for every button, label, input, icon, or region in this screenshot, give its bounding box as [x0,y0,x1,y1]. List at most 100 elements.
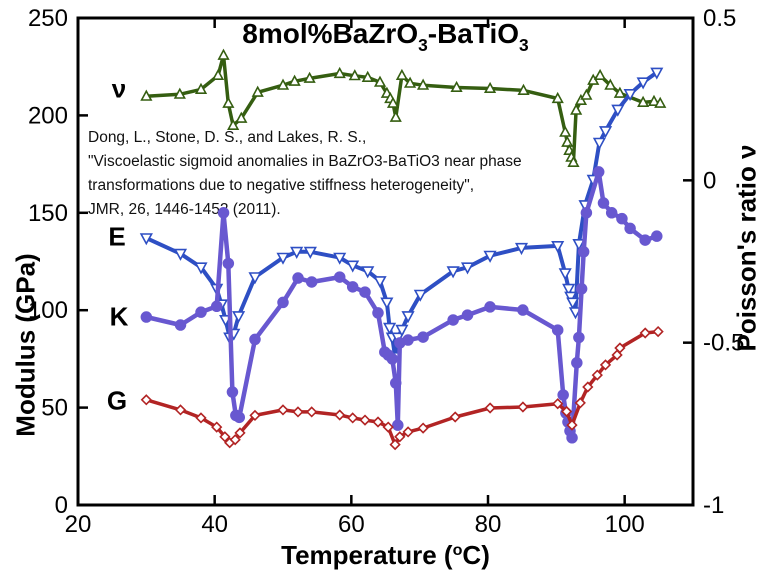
series-marker-G [234,427,246,439]
series-marker-G [652,325,664,338]
series-marker-K [557,389,569,401]
series-marker-E [562,283,576,296]
series-marker-K [562,416,574,428]
series-marker-nu [551,91,564,104]
series-marker-nu [517,83,530,95]
label-segment: 3 [519,34,529,55]
series-marker-K [605,207,618,219]
series-marker-E [361,266,375,279]
series-marker-E [395,324,409,337]
series-marker-G [566,419,578,431]
series-marker-E [611,104,625,117]
citation-text: Dong, L., Stone, D. S., and Lakes, R. S.… [88,126,578,222]
series-marker-E [572,239,586,252]
series-marker-K [560,407,572,419]
series-marker-E [592,137,606,150]
series-marker-K [624,222,636,235]
series-marker-nu [384,91,397,104]
series-marker-E [290,246,304,259]
series-marker-G [277,404,289,416]
x-tick-label: 20 [65,511,92,538]
series-marker-E [276,252,290,265]
series-marker-G [195,412,207,424]
series-marker-E [333,252,347,265]
series-marker-K [210,300,223,313]
series-marker-K [346,281,359,293]
series-marker-nu [251,85,264,97]
x-tick-label: 80 [475,511,502,538]
series-marker-G [639,327,651,339]
series-label-E: E [108,221,126,252]
series-marker-K [575,283,588,295]
citation-line: transformations due to negative stiffnes… [88,177,475,194]
series-marker-K [394,337,406,349]
series-marker-G [402,426,414,438]
series-marker-G [517,401,529,413]
series-marker-nu [194,82,208,94]
series-marker-K [571,357,583,369]
series-marker-nu [373,75,387,87]
series-marker-nu [380,86,393,98]
series-label-K: K [109,301,129,332]
series-marker-nu [389,110,402,122]
series-marker-G [372,416,384,428]
series-marker-E [232,311,246,324]
series-marker-G [552,398,564,410]
series-marker-E [568,307,583,320]
series-marker-nu [613,86,626,98]
series-marker-K [651,230,663,242]
series-marker-K [292,272,304,284]
series-marker-E [558,268,572,281]
series-marker-K [382,349,394,361]
series-marker-nu [654,96,667,108]
series-marker-E [460,262,475,275]
y-left-tick-label: 250 [28,5,68,32]
series-marker-G [614,342,626,354]
series-marker-K [580,207,593,219]
series-marker-E [373,276,387,289]
citation-line: "Viscoelastic sigmoid anomalies in BaZrO… [88,153,522,170]
series-marker-E [636,77,650,90]
series-marker-E [139,233,153,246]
series-marker-K [230,409,242,422]
series-marker-G [449,411,461,423]
series-marker-K [249,333,261,346]
series-marker-G [484,402,496,414]
y-axis-label-left: Modulus (GPa) [10,253,41,437]
series-marker-K [305,276,318,288]
series-marker-E [598,126,613,139]
series-marker-E [623,89,637,102]
series-marker-K [402,334,414,346]
series-marker-E [219,314,233,328]
series-marker-nu [303,71,316,83]
series-marker-G [389,438,401,451]
series-marker-E [586,174,600,187]
series-marker-K [392,419,404,431]
series-marker-nu [637,95,650,107]
series-marker-G [306,406,318,418]
series-marker-K [573,331,585,344]
series-marker-K [333,271,346,283]
series-marker-G [219,431,231,443]
series-marker-nu [587,73,600,85]
series-marker-nu [570,103,583,115]
series-marker-K [372,307,384,319]
series-marker-K [379,346,391,358]
series-marker-E [514,242,529,256]
series-marker-E [210,283,224,296]
series-marker-K [174,319,187,331]
series-marker-nu [348,69,361,81]
series-marker-nu [403,76,417,88]
series-marker-nu [604,78,617,90]
y-left-tick-label: 50 [41,395,68,422]
series-marker-nu [593,68,607,80]
series-marker-G [591,369,603,381]
series-marker-E [248,272,262,285]
series-marker-K [390,377,402,389]
x-tick-label: 60 [338,511,365,538]
series-marker-G [599,359,612,371]
series-marker-E [380,297,394,310]
series-marker-E [194,262,208,275]
series-marker-nu [211,68,225,80]
y-right-tick-label: 0.5 [703,5,736,32]
